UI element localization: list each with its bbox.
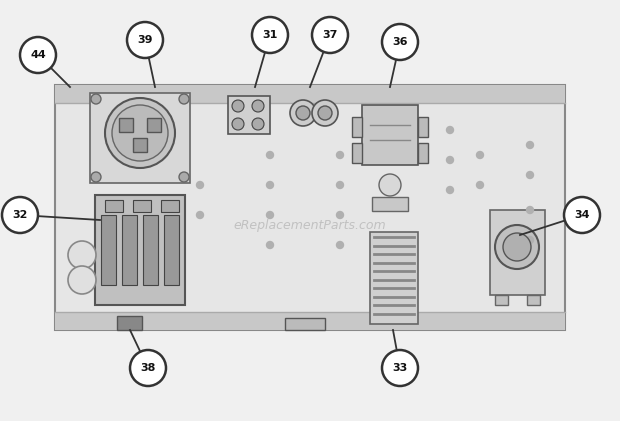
Circle shape: [312, 17, 348, 53]
Circle shape: [290, 100, 316, 126]
Circle shape: [337, 181, 343, 189]
Circle shape: [68, 241, 96, 269]
Circle shape: [477, 181, 484, 189]
Bar: [370, 232, 418, 324]
Circle shape: [296, 106, 310, 120]
Circle shape: [337, 242, 343, 248]
Text: 44: 44: [30, 50, 46, 60]
Circle shape: [179, 172, 189, 182]
Bar: [55, 85, 565, 330]
Bar: [95, 195, 185, 305]
Circle shape: [252, 17, 288, 53]
Bar: [117, 316, 142, 330]
Text: eReplacementParts.com: eReplacementParts.com: [234, 219, 386, 232]
Bar: [101, 215, 116, 285]
Circle shape: [495, 225, 539, 269]
Circle shape: [91, 94, 101, 104]
Bar: [55, 312, 565, 330]
Circle shape: [2, 197, 38, 233]
Bar: [527, 295, 540, 305]
Circle shape: [382, 350, 418, 386]
Bar: [143, 215, 158, 285]
Circle shape: [127, 22, 163, 58]
Circle shape: [232, 100, 244, 112]
Bar: [147, 118, 161, 132]
Circle shape: [105, 98, 175, 168]
Circle shape: [318, 106, 332, 120]
Circle shape: [267, 211, 273, 218]
Circle shape: [130, 350, 166, 386]
Text: 32: 32: [12, 210, 28, 220]
Circle shape: [252, 100, 264, 112]
Bar: [105, 200, 123, 212]
Circle shape: [526, 206, 533, 213]
Bar: [55, 85, 565, 103]
Circle shape: [267, 242, 273, 248]
Bar: [418, 143, 428, 163]
Bar: [122, 215, 137, 285]
Circle shape: [267, 181, 273, 189]
Circle shape: [197, 211, 203, 218]
Text: 37: 37: [322, 30, 338, 40]
Circle shape: [382, 24, 418, 60]
Bar: [418, 117, 428, 137]
Circle shape: [503, 233, 531, 261]
Circle shape: [91, 172, 101, 182]
Bar: [362, 105, 418, 165]
Circle shape: [68, 266, 96, 294]
Circle shape: [564, 197, 600, 233]
Bar: [133, 200, 151, 212]
Circle shape: [337, 211, 343, 218]
Circle shape: [477, 152, 484, 158]
Circle shape: [446, 157, 453, 163]
Text: 38: 38: [140, 363, 156, 373]
Circle shape: [20, 37, 56, 73]
Circle shape: [379, 174, 401, 196]
Text: 33: 33: [392, 363, 407, 373]
Circle shape: [252, 118, 264, 130]
Bar: [372, 197, 408, 211]
Bar: [352, 143, 362, 163]
Bar: [490, 210, 545, 295]
Bar: [352, 117, 362, 137]
Bar: [228, 96, 270, 134]
Circle shape: [197, 181, 203, 189]
Circle shape: [446, 126, 453, 133]
Text: 31: 31: [262, 30, 278, 40]
Bar: [161, 200, 179, 212]
Bar: [164, 215, 179, 285]
Bar: [133, 138, 147, 152]
Circle shape: [526, 171, 533, 179]
Text: 39: 39: [137, 35, 153, 45]
Bar: [90, 93, 190, 183]
Circle shape: [337, 152, 343, 158]
Text: 36: 36: [392, 37, 408, 47]
Circle shape: [526, 237, 533, 243]
Circle shape: [446, 187, 453, 194]
Bar: [119, 118, 133, 132]
Circle shape: [179, 94, 189, 104]
Circle shape: [267, 152, 273, 158]
Bar: [495, 295, 508, 305]
Circle shape: [232, 118, 244, 130]
Bar: [285, 318, 325, 330]
Circle shape: [312, 100, 338, 126]
Circle shape: [112, 105, 168, 161]
Circle shape: [526, 141, 533, 149]
Text: 34: 34: [574, 210, 590, 220]
